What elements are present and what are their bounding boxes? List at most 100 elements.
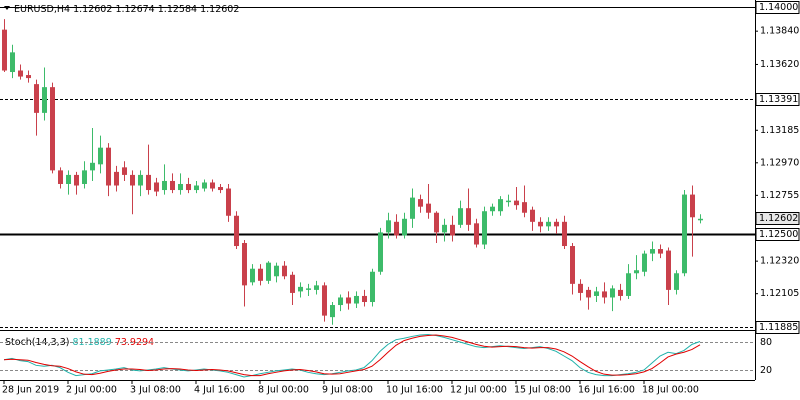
candle-body [266, 262, 271, 281]
level-label-box [755, 212, 800, 225]
y-tick-label: 1.12970 [760, 157, 799, 168]
candle-body [578, 283, 583, 293]
candle-body [690, 194, 695, 218]
candle-body [658, 249, 663, 254]
candle-body [634, 270, 639, 274]
candle-body [90, 162, 95, 171]
candle-body [210, 182, 215, 189]
candle-body [218, 187, 223, 191]
candle-body [394, 221, 399, 236]
candle-body [466, 208, 471, 225]
candle-body [138, 174, 143, 186]
x-tick-label: 15 Jul 08:00 [514, 385, 571, 396]
candle-body [402, 218, 407, 236]
level-label: 1.13391 [759, 94, 798, 105]
x-tick-label: 28 Jun 2019 [2, 385, 59, 396]
candle-body [426, 203, 431, 213]
candle-body [418, 199, 423, 207]
candle-body [458, 208, 463, 225]
y-tick-label: 1.12320 [760, 256, 799, 267]
candle-body [410, 197, 415, 219]
candle-body [618, 289, 623, 296]
candle-body [490, 206, 495, 212]
candle-body [442, 224, 447, 233]
candle-body [42, 87, 47, 113]
candle-body [146, 174, 151, 191]
y-tick-label: 80 [760, 337, 772, 348]
candle-body [2, 29, 7, 71]
candle-body [274, 265, 279, 277]
candle-body [34, 84, 39, 113]
candle-body [546, 221, 551, 227]
candle-body [450, 224, 455, 236]
candle-body [298, 286, 303, 292]
candle-body [290, 274, 295, 293]
candle-body [58, 170, 63, 184]
candle-body [522, 202, 527, 213]
candle-body [674, 273, 679, 290]
x-tick-label: 3 Jul 08:00 [130, 385, 181, 396]
candle-body [554, 221, 559, 227]
candle-body [226, 188, 231, 216]
candle-body [370, 271, 375, 303]
x-tick-label: 12 Jul 00:00 [450, 385, 507, 396]
y-tick-label: 1.13185 [760, 125, 799, 136]
candle-body [626, 273, 631, 296]
candle-body [338, 297, 343, 306]
candle-body [538, 221, 543, 227]
level-label-box [755, 228, 800, 241]
y-tick-label: 1.12105 [760, 288, 799, 299]
candle-body [610, 288, 615, 298]
candle-body [10, 52, 15, 73]
level-label: 1.12500 [759, 229, 798, 240]
x-tick-label: 10 Jul 16:00 [386, 385, 443, 396]
candle-body [162, 180, 167, 191]
candle-body [122, 167, 127, 175]
candle-body [602, 291, 607, 298]
candle-body [242, 242, 247, 286]
candle-body [18, 70, 23, 77]
candle-body [154, 182, 159, 192]
candle-body [330, 305, 335, 318]
candle-body [170, 180, 175, 191]
candle-body [650, 249, 655, 254]
candle-body [474, 223, 479, 245]
y-tick-label: 20 [760, 365, 772, 376]
indicator-line [3, 334, 701, 377]
x-tick-label: 8 Jul 00:00 [258, 385, 309, 396]
candle-body [186, 183, 191, 191]
candle-body [98, 147, 103, 165]
chart-header: EURUSD,H4 1.12602 1.12674 1.12584 1.1260… [14, 4, 239, 15]
candle-body [50, 87, 55, 171]
symbol: EURUSD,H4 [14, 4, 70, 15]
x-tick-label: 18 Jul 00:00 [642, 385, 699, 396]
candle-body [530, 209, 535, 222]
candle-body [586, 289, 591, 298]
level-label: 1.14000 [759, 2, 798, 13]
indicator-line [3, 334, 701, 378]
candle-body [354, 295, 359, 304]
level-label: 1.12602 [759, 213, 798, 224]
candle-body [362, 295, 367, 303]
candle-body [594, 291, 599, 296]
d-readout: 73.9294 [115, 337, 154, 348]
candle-body [314, 285, 319, 290]
candle-body [346, 297, 351, 304]
candle-body [498, 199, 503, 212]
candle-body [434, 212, 439, 233]
candle-body [66, 174, 71, 184]
candle-body [74, 174, 79, 186]
candle-body [258, 268, 263, 281]
candle-body [482, 211, 487, 245]
candle-body [178, 183, 183, 191]
candle-body [378, 232, 383, 272]
y-tick-label: 1.12755 [760, 190, 799, 201]
candle-body [194, 185, 199, 191]
x-tick-label: 4 Jul 16:00 [194, 385, 245, 396]
candle-body [130, 174, 135, 186]
candle-body [306, 288, 311, 290]
high: 1.12674 [115, 4, 154, 15]
